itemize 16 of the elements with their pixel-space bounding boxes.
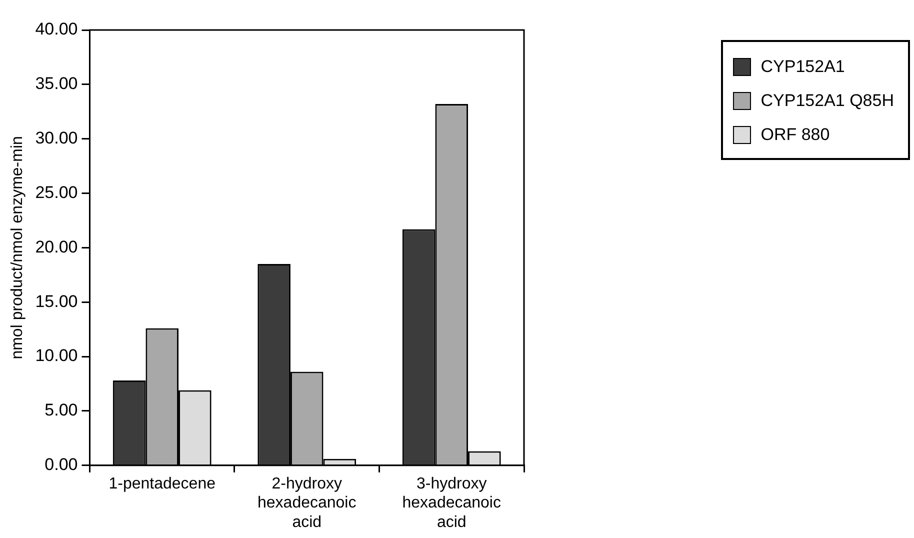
x-tick-label: 2-hydroxy hexadecanoic acid — [257, 475, 356, 531]
x-tick-label: 3-hydroxy hexadecanoic acid — [402, 475, 501, 531]
y-tick-label: 25.00 — [35, 182, 78, 202]
legend-label: ORF 880 — [760, 125, 830, 145]
legend-label: CYP152A1 — [760, 57, 845, 77]
y-tick-label: 40.00 — [35, 20, 78, 39]
y-tick-label: 5.00 — [44, 400, 78, 420]
y-tick-label: 20.00 — [35, 237, 78, 256]
y-axis-title: nmol product/nmol enzyme-min — [9, 136, 26, 360]
y-tick-label: 15.00 — [35, 292, 78, 311]
y-tick-label: 30.00 — [35, 128, 78, 148]
y-tick-label: 0.00 — [44, 455, 78, 474]
y-tick-label: 10.00 — [35, 346, 78, 366]
y-tick-label: 35.00 — [35, 74, 78, 94]
x-tick-label: 1-pentadecene — [108, 475, 216, 492]
legend-label: CYP152A1 Q85H — [760, 91, 894, 111]
